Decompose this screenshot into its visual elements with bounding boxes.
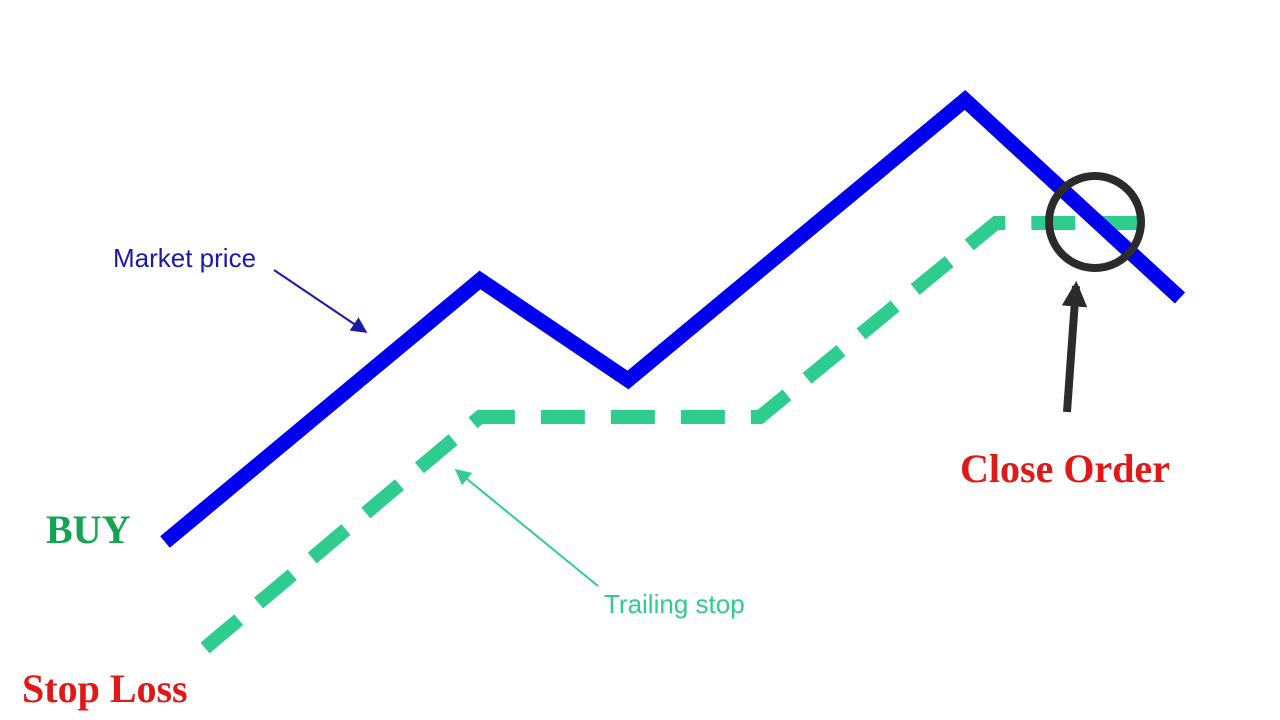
trailing-stop-arrow (454, 468, 599, 587)
close-order-label: Close Order (960, 446, 1170, 491)
stop-loss-label: Stop Loss (22, 666, 188, 711)
market-price-arrow (273, 269, 368, 333)
trailing-stop-line (200, 216, 1140, 654)
close-order-marker (1045, 172, 1145, 272)
buy-label: BUY (46, 507, 131, 552)
trailing-stop-label: Trailing stop (604, 589, 745, 619)
close-order-arrow (1061, 280, 1088, 413)
market-price-label: Market price (113, 243, 256, 273)
market-price-line (160, 90, 1186, 548)
